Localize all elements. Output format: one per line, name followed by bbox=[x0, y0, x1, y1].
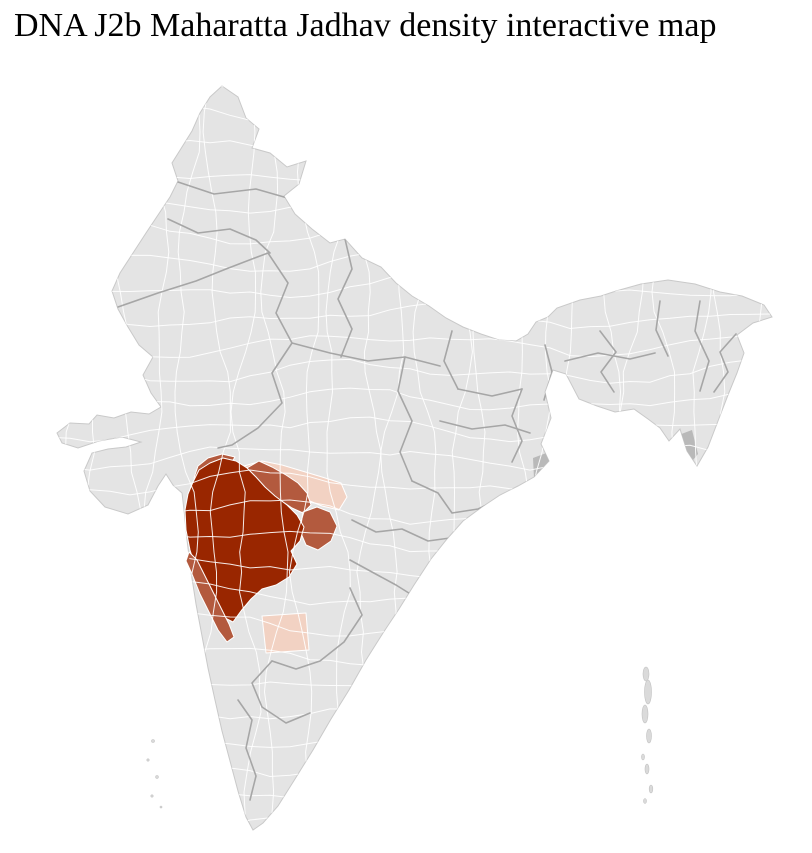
district-border bbox=[650, 86, 677, 830]
state-border bbox=[443, 330, 459, 390]
district-border bbox=[57, 189, 771, 216]
andaman-island bbox=[641, 704, 649, 724]
state-border bbox=[397, 356, 413, 482]
district-border bbox=[560, 86, 591, 830]
state-border bbox=[337, 238, 353, 358]
andaman-island bbox=[646, 728, 652, 744]
district-border bbox=[57, 386, 771, 411]
islands-layer bbox=[146, 666, 654, 809]
andaman-island bbox=[641, 753, 645, 761]
andaman-island bbox=[644, 679, 652, 705]
state-border bbox=[271, 587, 363, 670]
page-title: DNA J2b Maharatta Jadhav density interac… bbox=[14, 7, 717, 44]
andaman-island bbox=[644, 763, 650, 775]
state-border bbox=[457, 388, 523, 397]
district-border bbox=[57, 694, 771, 720]
district-border bbox=[57, 302, 771, 330]
lakshadweep-island bbox=[150, 794, 154, 798]
state-border bbox=[291, 342, 441, 367]
andaman-island bbox=[643, 798, 647, 804]
district-border bbox=[57, 777, 771, 802]
district-border bbox=[57, 665, 771, 690]
district-border bbox=[57, 750, 771, 778]
district-border bbox=[590, 86, 622, 830]
state-border bbox=[349, 559, 421, 601]
district-border bbox=[57, 86, 81, 830]
state-border bbox=[655, 300, 669, 357]
state-border bbox=[251, 660, 311, 724]
district-border bbox=[57, 640, 771, 666]
india-outline bbox=[56, 85, 773, 831]
state-border bbox=[117, 252, 269, 308]
district-border bbox=[50, 836, 770, 853]
density-region-mid[interactable] bbox=[185, 551, 235, 643]
andaman-island bbox=[648, 784, 654, 794]
state-border bbox=[599, 330, 617, 393]
district-border bbox=[57, 163, 771, 189]
district-border bbox=[57, 105, 771, 133]
district-border bbox=[260, 86, 289, 830]
district-border bbox=[57, 335, 771, 358]
lakshadweep-island bbox=[151, 739, 155, 743]
district-border bbox=[57, 726, 771, 750]
state-border bbox=[171, 179, 299, 202]
state-border bbox=[351, 519, 451, 542]
district-border bbox=[57, 139, 771, 162]
state-borders-layer bbox=[117, 179, 737, 801]
lakshadweep-island bbox=[159, 805, 163, 809]
state-border bbox=[694, 300, 710, 392]
district-border bbox=[57, 86, 771, 101]
district-border bbox=[680, 86, 712, 830]
state-border bbox=[511, 388, 523, 463]
state-border bbox=[217, 252, 293, 449]
district-border bbox=[57, 612, 771, 638]
state-border bbox=[713, 333, 737, 393]
district-border bbox=[57, 808, 771, 830]
state-border bbox=[237, 699, 257, 801]
density-region-low[interactable] bbox=[261, 612, 310, 654]
lakshadweep-island bbox=[155, 775, 159, 779]
district-border bbox=[712, 86, 743, 830]
andaman-island bbox=[642, 666, 650, 682]
lakshadweep-island bbox=[146, 758, 150, 762]
district-border bbox=[57, 358, 771, 384]
district-border bbox=[230, 86, 262, 830]
coastal-shade bbox=[533, 452, 558, 484]
district-border bbox=[741, 86, 771, 830]
coastal-shade-layer bbox=[533, 430, 698, 484]
state-border bbox=[167, 218, 271, 254]
